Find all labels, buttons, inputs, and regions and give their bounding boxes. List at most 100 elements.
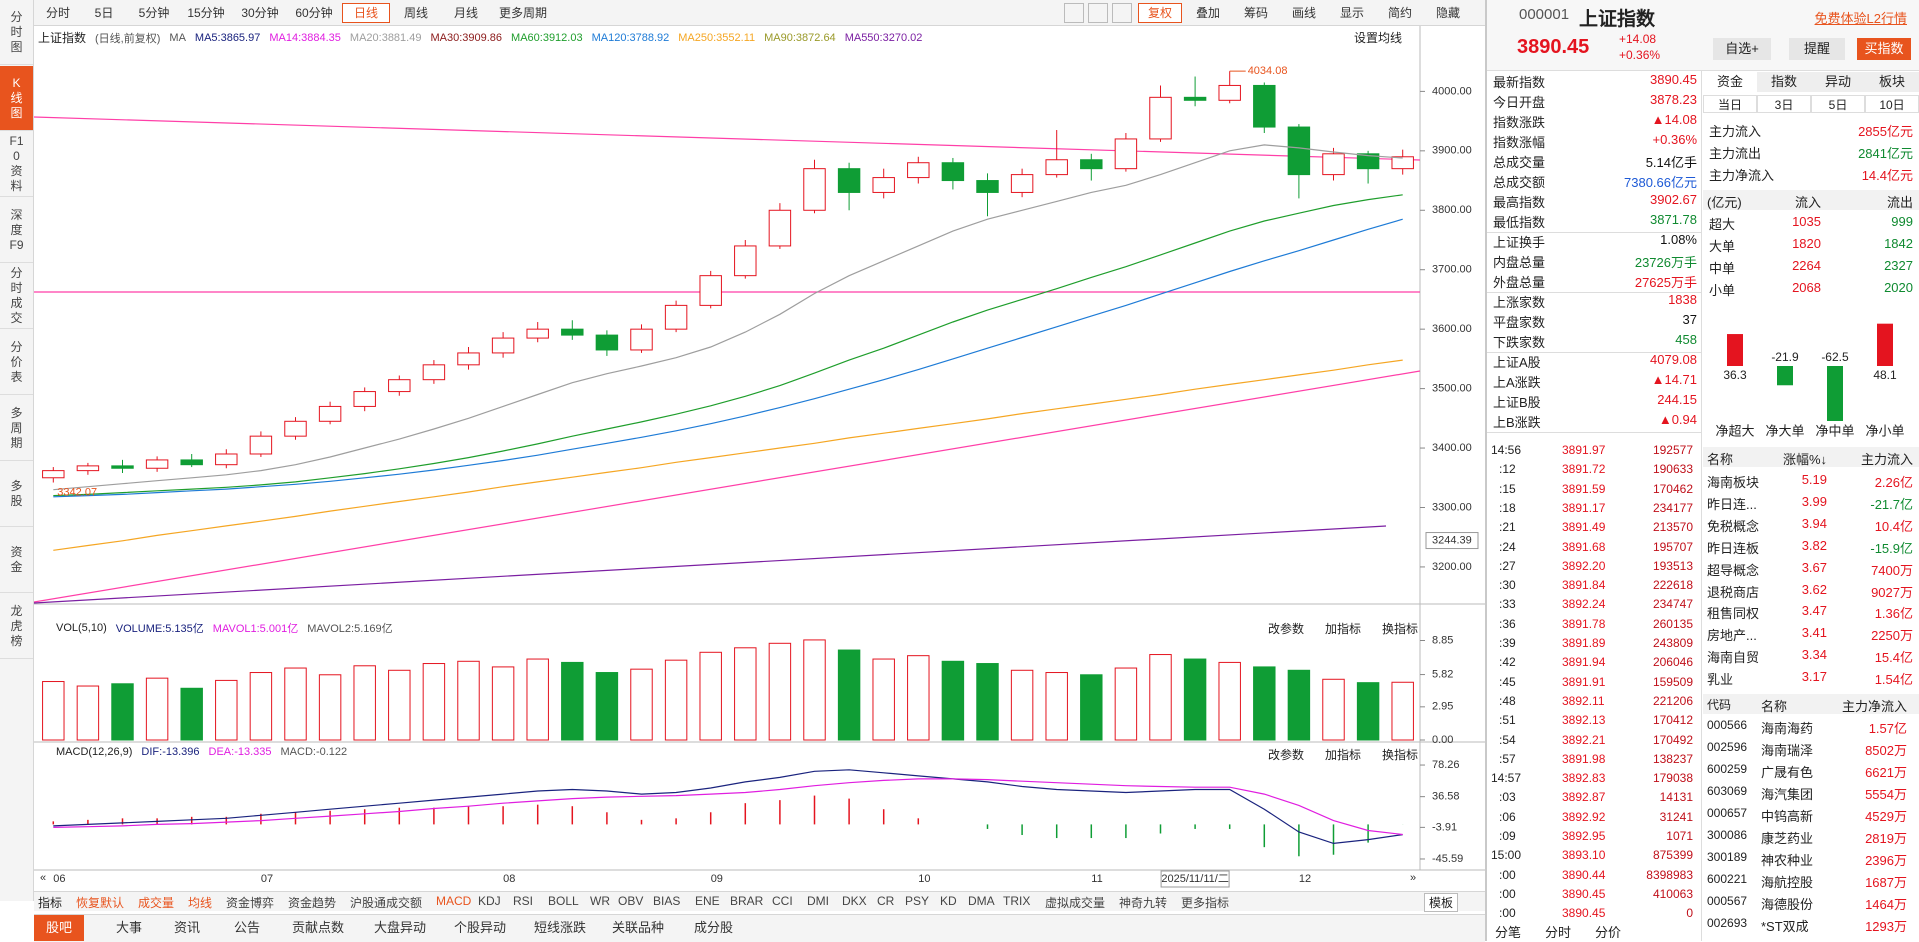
tool-button[interactable]: 复权: [1138, 3, 1182, 23]
bottom-tab[interactable]: 大事: [115, 920, 142, 935]
side-tab[interactable]: 多周期: [0, 396, 33, 461]
fund-subtab[interactable]: 3日: [1757, 95, 1811, 113]
period-button[interactable]: 月线: [453, 6, 478, 20]
y-tick-label: 3800.00: [1432, 204, 1472, 216]
period-button[interactable]: 5日: [94, 6, 114, 20]
zoom-in-button[interactable]: [1088, 3, 1108, 23]
pane-button[interactable]: 换指标: [1382, 748, 1419, 762]
indicator-tab[interactable]: 更多指标: [1181, 896, 1230, 910]
fund-tab[interactable]: 板块: [1865, 72, 1919, 92]
tool-button[interactable]: 画线: [1291, 6, 1316, 20]
fund-tab[interactable]: 资金: [1703, 72, 1757, 92]
period-button[interactable]: 5分钟: [138, 6, 170, 20]
indicator-tab[interactable]: OBV: [618, 894, 644, 908]
period-button[interactable]: 30分钟: [241, 6, 279, 20]
table-cell: 3.99: [1801, 493, 1827, 509]
indicator-tab[interactable]: DMI: [807, 894, 829, 908]
bottom-tab[interactable]: 股吧: [34, 915, 84, 941]
pane-button[interactable]: 换指标: [1382, 622, 1419, 636]
indicator-tab[interactable]: ENE: [695, 894, 720, 908]
pane-button[interactable]: 加指标: [1325, 748, 1362, 762]
tool-button[interactable]: 筹码: [1243, 6, 1268, 20]
tick-tab[interactable]: 分笔: [1495, 925, 1522, 940]
tool-button[interactable]: 叠加: [1195, 6, 1220, 20]
indicator-tab[interactable]: RSI: [513, 894, 534, 908]
fund-subtab[interactable]: 10日: [1865, 95, 1919, 113]
indicator-tab[interactable]: WR: [590, 894, 610, 908]
indicator-tab[interactable]: 资金博弈: [226, 896, 275, 910]
icon-button[interactable]: [1064, 3, 1084, 23]
side-tab[interactable]: 资金: [0, 528, 33, 593]
scroll-left[interactable]: «: [40, 872, 46, 884]
volume-bar: [1356, 682, 1380, 741]
action-button[interactable]: 买指数: [1857, 38, 1911, 60]
indicator-tab[interactable]: 均线: [188, 896, 213, 910]
tool-button[interactable]: 简约: [1387, 6, 1412, 20]
side-tab[interactable]: 分价表: [0, 330, 33, 395]
pane-button[interactable]: 改参数: [1268, 748, 1305, 762]
table-cell: 300086: [1707, 828, 1748, 842]
table-cell: 1842: [1884, 236, 1913, 251]
side-tab[interactable]: 多股: [0, 462, 33, 527]
indicator-tab[interactable]: CR: [877, 894, 895, 908]
bottom-tab[interactable]: 关联品种: [611, 920, 664, 935]
scroll-right[interactable]: »: [1410, 872, 1416, 884]
indicator-tab[interactable]: DKX: [842, 894, 867, 908]
indicator-tab[interactable]: DMA: [968, 894, 995, 908]
volume-bar: [699, 651, 722, 741]
bottom-tab[interactable]: 短线涨跌: [533, 920, 586, 935]
side-tab[interactable]: 分时成交: [0, 264, 33, 329]
indicator-tab[interactable]: BOLL: [548, 894, 579, 908]
side-tab[interactable]: 分时图: [0, 0, 33, 65]
bottom-tab[interactable]: 成分股: [693, 920, 733, 935]
candle-body: [630, 328, 653, 351]
candle-body: [595, 334, 619, 351]
indicator-tab[interactable]: MACD: [436, 894, 472, 908]
indicator-tab[interactable]: BRAR: [730, 894, 764, 908]
indicator-tab[interactable]: 指标: [38, 896, 63, 910]
action-button[interactable]: 自选+: [1713, 38, 1771, 60]
indicator-tab[interactable]: 虚拟成交量: [1045, 896, 1106, 910]
side-tab[interactable]: 深度F9: [0, 198, 33, 263]
action-button[interactable]: 提醒: [1789, 38, 1845, 60]
bottom-tab[interactable]: 公告: [233, 920, 260, 935]
indicator-tab[interactable]: 沪股通成交额: [350, 896, 423, 910]
fund-tab[interactable]: 异动: [1811, 72, 1865, 92]
indicator-tab[interactable]: KDJ: [478, 894, 501, 908]
period-button[interactable]: 分时: [45, 6, 70, 20]
indicator-tab[interactable]: CCI: [772, 894, 793, 908]
tool-button[interactable]: 隐藏: [1435, 6, 1460, 20]
low-label: 3342.07: [57, 486, 97, 498]
indicator-tab[interactable]: BIAS: [653, 894, 681, 908]
tick-tab[interactable]: 分价: [1595, 925, 1622, 940]
indicator-tab[interactable]: KD: [940, 894, 957, 908]
indicator-tab[interactable]: 恢复默认: [76, 896, 125, 910]
indicator-tab[interactable]: 资金趋势: [288, 896, 337, 910]
fund-subtab[interactable]: 5日: [1811, 95, 1865, 113]
period-button[interactable]: 15分钟: [187, 6, 225, 20]
tick-time: :48: [1499, 693, 1516, 708]
bottom-tab[interactable]: 贡献点数: [291, 920, 344, 935]
template-button[interactable]: 模板: [1424, 893, 1459, 912]
bottom-tab[interactable]: 资讯: [173, 920, 200, 935]
bottom-tab[interactable]: 大盘异动: [373, 920, 426, 935]
period-button[interactable]: 日线: [342, 3, 390, 23]
side-tab[interactable]: F10资料: [0, 132, 33, 197]
fund-tab[interactable]: 指数: [1757, 72, 1811, 92]
pane-button[interactable]: 改参数: [1268, 622, 1305, 636]
indicator-tab[interactable]: 神奇九转: [1119, 896, 1168, 910]
indicator-tab[interactable]: TRIX: [1003, 894, 1031, 908]
zoom-out-button[interactable]: [1112, 3, 1132, 23]
period-button[interactable]: 周线: [403, 6, 428, 20]
side-tab[interactable]: K线图: [0, 66, 33, 131]
period-button[interactable]: 更多周期: [498, 6, 547, 20]
fund-subtab[interactable]: 当日: [1703, 95, 1757, 113]
indicator-tab[interactable]: 成交量: [138, 896, 175, 910]
side-tab[interactable]: 龙虎榜: [0, 594, 33, 659]
pane-button[interactable]: 加指标: [1325, 622, 1362, 636]
tool-button[interactable]: 显示: [1339, 6, 1364, 20]
period-button[interactable]: 60分钟: [295, 6, 333, 20]
bottom-tab[interactable]: 个股异动: [453, 920, 506, 935]
tick-tab[interactable]: 分时: [1545, 925, 1572, 940]
indicator-tab[interactable]: PSY: [905, 894, 930, 908]
